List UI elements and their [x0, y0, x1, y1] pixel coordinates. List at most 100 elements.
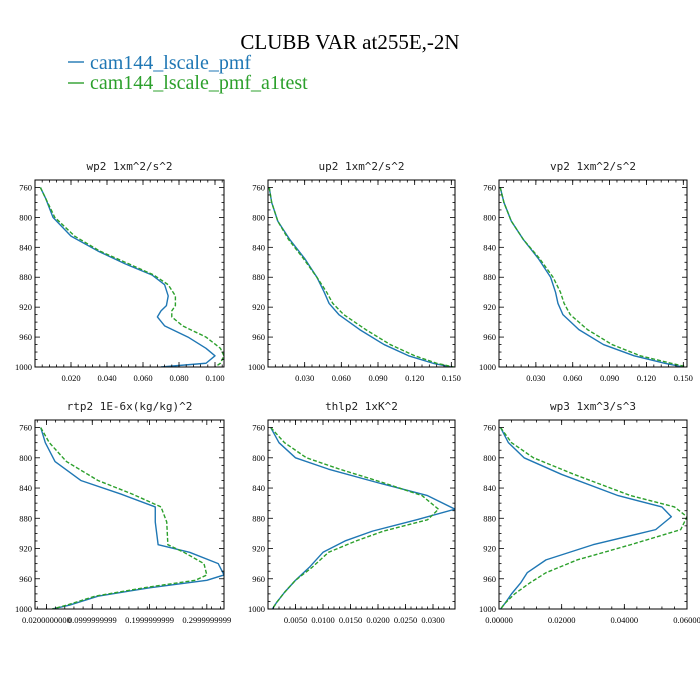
series-line-vp2-2	[499, 187, 687, 367]
legend-entry-1: cam144_lscale_pmf	[68, 52, 251, 74]
y-tick-label-rtp2: 800	[19, 453, 32, 463]
panel-title-wp3: wp3 1xm^3/s^3	[550, 400, 636, 413]
series-line-wp2-2	[39, 187, 224, 367]
x-tick-label-thlp2: 0.0300	[421, 615, 444, 625]
y-tick-label-up2: 840	[252, 242, 265, 252]
legend: cam144_lscale_pmf cam144_lscale_pmf_a1te…	[68, 52, 308, 94]
x-tick-label-rtp2: 0.0200000000	[22, 615, 71, 625]
y-tick-label-wp2: 840	[19, 242, 32, 252]
y-tick-label-up2: 880	[252, 272, 265, 282]
x-tick-label-up2: 0.150	[442, 373, 461, 383]
x-tick-label-vp2: 0.120	[637, 373, 656, 383]
panel-up2: up2 1xm^2/s^2 760 800 840 880 920 960 1000 0.030…	[248, 160, 461, 383]
figure-title: CLUBB VAR at255E,-2N	[240, 30, 459, 54]
y-tick-label-thlp2: 1000	[248, 604, 265, 614]
panel-title-rtp2: rtp2 1E-6x(kg/kg)^2	[67, 400, 193, 413]
panel-wp2: wp2 1xm^2/s^2 760 800 840 880 920 960 1000 0.020…	[15, 160, 225, 383]
series-line-thlp2-2	[270, 427, 440, 609]
x-tick-label-wp2: 0.020	[61, 373, 80, 383]
panel-title-thlp2: thlp2 1xK^2	[325, 400, 398, 413]
panel-rtp2: rtp2 1E-6x(kg/kg)^2 760 800 840 880 920 960 100…	[15, 400, 231, 625]
y-tick-label-wp3: 880	[483, 513, 496, 523]
panel-thlp2: thlp2 1xK^2 760 800 840 880 920 960 1000 0.0050 0…	[248, 400, 456, 625]
panel-wp3: wp3 1xm^3/s^3 760 800 840 880 920 960 10000.000…	[479, 400, 700, 625]
series-line-up2-2	[268, 187, 454, 367]
y-tick-label-vp2: 760	[483, 182, 496, 192]
panel-title-wp2: wp2 1xm^2/s^2	[86, 160, 172, 173]
x-tick-label-wp3: 0.06000	[673, 615, 700, 625]
legend-label-1: cam144_lscale_pmf	[90, 52, 251, 74]
x-tick-label-vp2: 0.150	[674, 373, 693, 383]
y-tick-label-wp3: 920	[483, 544, 496, 554]
x-tick-label-up2: 0.120	[405, 373, 424, 383]
y-tick-label-up2: 920	[252, 302, 265, 312]
y-tick-label-thlp2: 840	[252, 483, 265, 493]
x-tick-label-vp2: 0.030	[526, 373, 545, 383]
y-tick-label-vp2: 880	[483, 272, 496, 282]
x-tick-label-wp3: 0.00000	[485, 615, 513, 625]
x-tick-label-wp2: 0.100	[205, 373, 224, 383]
y-tick-label-vp2: 920	[483, 302, 496, 312]
y-tick-label-wp2: 960	[19, 332, 32, 342]
panel-vp2: vp2 1xm^2/s^2 760 800 840 880 920 960 1000 0.030…	[479, 160, 693, 383]
plot-frame-up2	[267, 179, 456, 368]
x-tick-label-up2: 0.090	[368, 373, 387, 383]
y-tick-label-wp3: 1000	[479, 604, 496, 614]
plot-frame-vp2	[498, 179, 688, 368]
x-tick-label-vp2: 0.090	[600, 373, 619, 383]
legend-entry-2: cam144_lscale_pmf_a1test	[68, 72, 308, 94]
x-tick-label-thlp2: 0.0250	[394, 615, 417, 625]
panel-grid: wp2 1xm^2/s^276080084088092096010000.020…	[15, 160, 700, 625]
plot-frame-wp3	[498, 419, 688, 610]
y-tick-label-wp3: 760	[483, 423, 496, 433]
series-line-wp2-1	[39, 187, 216, 367]
panel-title-up2: up2 1xm^2/s^2	[318, 160, 404, 173]
y-tick-label-rtp2: 880	[19, 513, 32, 523]
y-tick-label-rtp2: 960	[19, 574, 32, 584]
series-line-rtp2-2	[40, 427, 208, 609]
x-tick-label-rtp2: 0.2999999999	[182, 615, 231, 625]
legend-label-2: cam144_lscale_pmf_a1test	[90, 72, 308, 94]
y-tick-label-thlp2: 960	[252, 574, 265, 584]
x-tick-label-wp3: 0.02000	[548, 615, 576, 625]
x-tick-label-thlp2: 0.0150	[339, 615, 362, 625]
y-tick-label-wp2: 800	[19, 212, 32, 222]
y-tick-label-wp3: 960	[483, 574, 496, 584]
y-tick-label-vp2: 960	[483, 332, 496, 342]
y-tick-label-wp2: 880	[19, 272, 32, 282]
x-tick-label-wp2: 0.060	[133, 373, 152, 383]
y-tick-label-wp3: 840	[483, 483, 496, 493]
x-tick-label-wp2: 0.040	[97, 373, 116, 383]
series-line-rtp2-1	[40, 427, 224, 609]
y-tick-label-rtp2: 840	[19, 483, 32, 493]
x-tick-label-thlp2: 0.0200	[366, 615, 389, 625]
y-tick-label-thlp2: 920	[252, 544, 265, 554]
y-tick-label-rtp2: 1000	[15, 604, 32, 614]
y-tick-label-up2: 800	[252, 212, 265, 222]
plot-frame-rtp2	[34, 419, 225, 610]
y-tick-label-thlp2: 760	[252, 423, 265, 433]
x-tick-label-wp2: 0.080	[169, 373, 188, 383]
series-line-wp3-2	[500, 427, 687, 609]
y-tick-label-vp2: 840	[483, 242, 496, 252]
x-tick-label-rtp2: 0.1999999999	[125, 615, 174, 625]
y-tick-label-up2: 760	[252, 182, 265, 192]
x-tick-label-thlp2: 0.0100	[311, 615, 334, 625]
y-tick-label-vp2: 1000	[479, 362, 496, 372]
y-tick-label-wp2: 1000	[15, 362, 32, 372]
y-tick-label-thlp2: 880	[252, 513, 265, 523]
x-tick-label-wp3: 0.04000	[611, 615, 639, 625]
y-tick-label-vp2: 800	[483, 212, 496, 222]
y-tick-label-up2: 960	[252, 332, 265, 342]
x-tick-label-up2: 0.060	[332, 373, 351, 383]
series-line-wp3-1	[499, 427, 673, 609]
x-tick-label-vp2: 0.060	[563, 373, 582, 383]
y-tick-label-wp2: 920	[19, 302, 32, 312]
y-tick-label-wp3: 800	[483, 453, 496, 463]
x-tick-label-thlp2: 0.0050	[284, 615, 307, 625]
panel-title-vp2: vp2 1xm^2/s^2	[550, 160, 636, 173]
y-tick-label-up2: 1000	[248, 362, 265, 372]
y-tick-label-thlp2: 800	[252, 453, 265, 463]
